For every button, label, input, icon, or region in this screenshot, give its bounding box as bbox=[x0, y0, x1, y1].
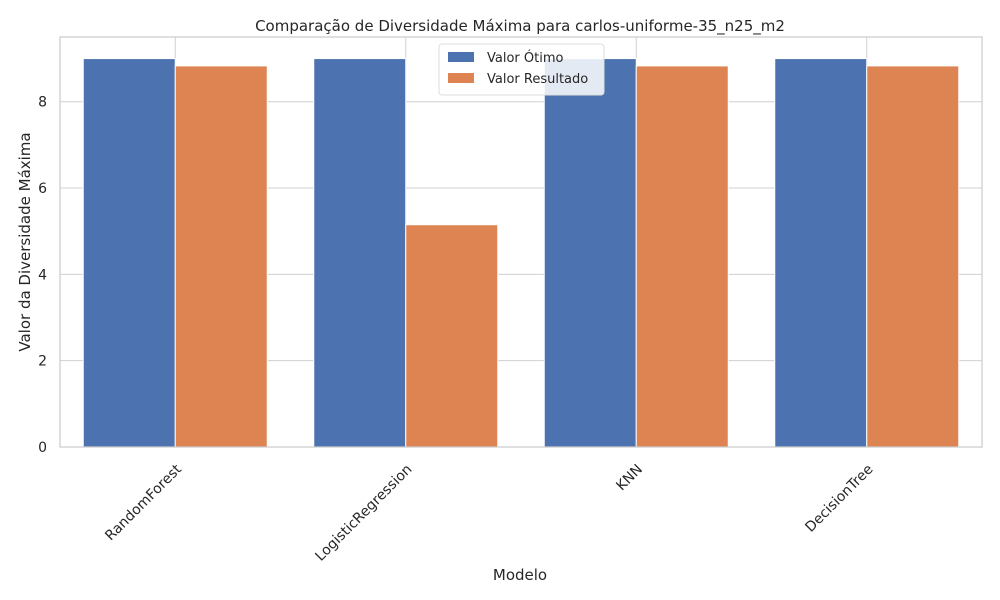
plot-frame bbox=[59, 36, 983, 448]
x-tick-label: RandomForest bbox=[102, 461, 185, 544]
bar-resultado-logisticregression bbox=[405, 224, 499, 448]
legend-box bbox=[438, 43, 605, 96]
bar-resultado-knn bbox=[635, 65, 729, 448]
y-tick-labels: 0 2 4 6 8 bbox=[38, 95, 47, 456]
bar-otimo-logisticregression bbox=[313, 58, 407, 448]
bars-group bbox=[82, 58, 960, 448]
bar-resultado-randomforest bbox=[174, 65, 268, 448]
x-tick-label: DecisionTree bbox=[802, 461, 876, 535]
y-tick-label: 2 bbox=[38, 354, 47, 370]
legend-swatch bbox=[448, 52, 474, 62]
y-axis-label: Valor da Diversidade Máxima bbox=[16, 132, 34, 351]
y-tick-label: 4 bbox=[38, 267, 47, 283]
legend-label: Valor Ótimo bbox=[487, 50, 563, 66]
legend-swatch bbox=[448, 73, 474, 83]
plot-border bbox=[59, 36, 983, 448]
x-axis-label: Modelo bbox=[493, 566, 547, 584]
x-tick-labels: RandomForest LogisticRegression KNN Decisio… bbox=[102, 461, 876, 564]
bar-resultado-decisiontree bbox=[866, 65, 960, 448]
y-tick-label: 6 bbox=[38, 181, 47, 197]
legend: Valor Ótimo Valor Resultado bbox=[438, 43, 605, 96]
x-tick-label: KNN bbox=[613, 461, 646, 494]
legend-label: Valor Resultado bbox=[487, 72, 588, 87]
bar-otimo-decisiontree bbox=[774, 58, 868, 448]
bar-otimo-knn bbox=[543, 58, 637, 448]
chart-title: Comparação de Diversidade Máxima para ca… bbox=[255, 17, 785, 36]
y-tick-label: 0 bbox=[38, 440, 47, 456]
y-tick-label: 8 bbox=[38, 95, 47, 111]
bar-otimo-randomforest bbox=[82, 58, 176, 448]
x-tick-label: LogisticRegression bbox=[312, 461, 415, 564]
